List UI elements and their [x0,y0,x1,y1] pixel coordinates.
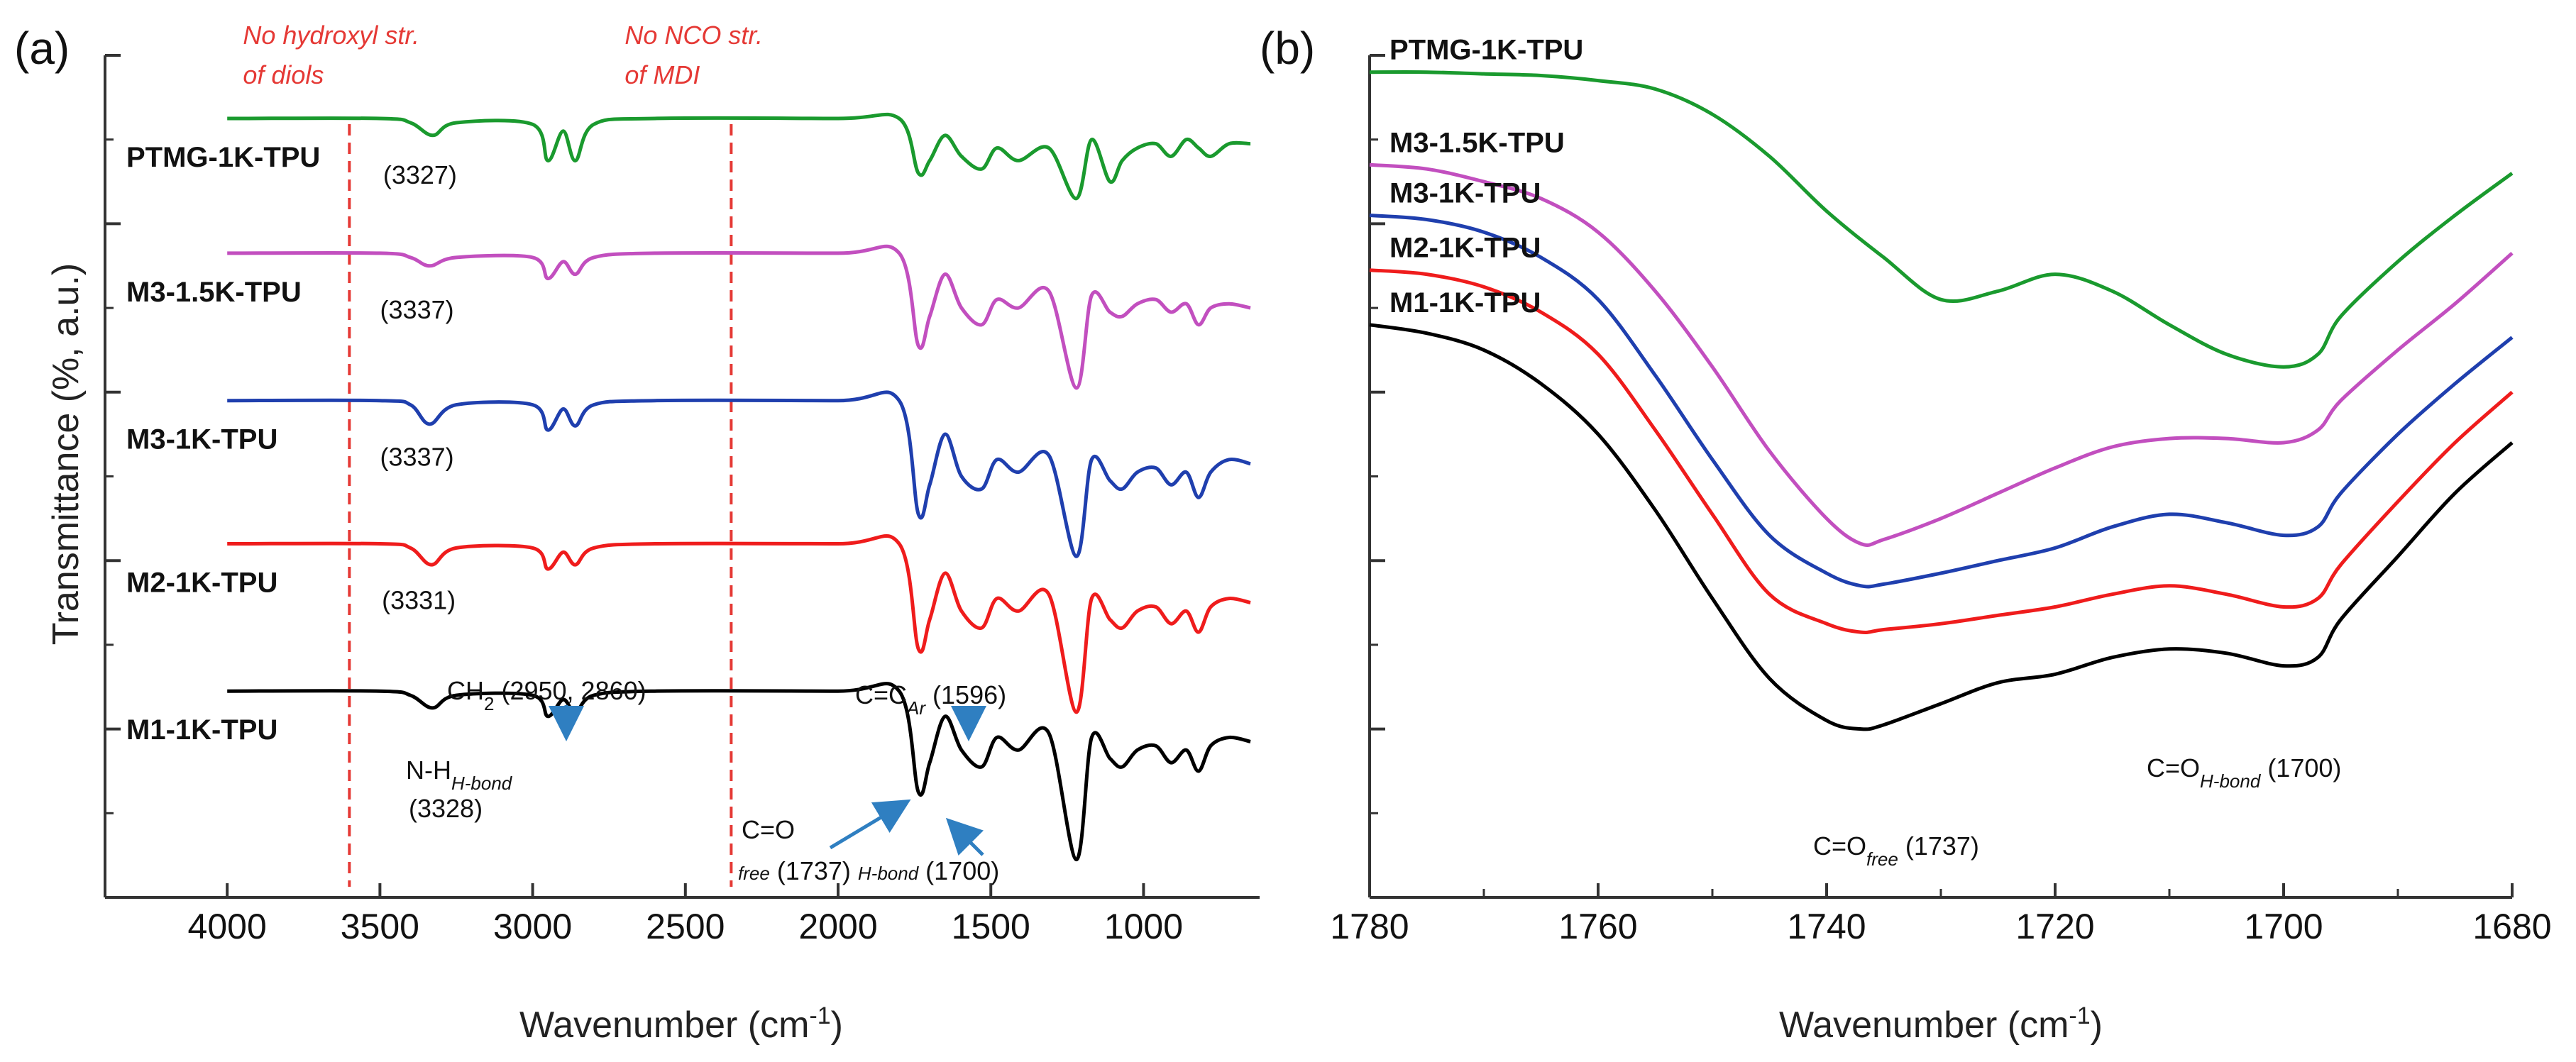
panel-a: (a) 4000 3500 3000 2500 2000 1500 1000 No hydr… [14,21,1260,1046]
series-label-M1-1K-TPU: M1-1K-TPU [126,714,277,746]
panel-a-label: (a) [14,23,70,74]
a-x-tick-label: 2500 [646,907,725,946]
panel-b-series [1369,70,2514,731]
peak-label-M2-1K-TPU: (3331) [382,585,456,614]
b-x-tick-label: 1780 [1330,907,1409,946]
peak-label-PTMG-1K-TPU: (3327) [383,160,457,189]
panel-a-y-ticks [105,54,121,899]
b-series-label-M1-1K-TPU: M1-1K-TPU [1389,287,1541,319]
a-x-tick-label: 3000 [493,907,572,946]
guide-label: of diols [243,60,324,89]
nh-annotation: N-HH-bond [406,756,513,794]
panel-b-x-title: Wavenumber (cm-1) [1779,1002,2103,1046]
guide-label: No hydroxyl str. [243,21,419,50]
b-series-line-PTMG-1K-TPU [1369,70,2514,369]
series-line-M3-1K-TPU [227,390,1251,558]
guide-label: of MDI [624,60,700,89]
b-series-line-M2-1K-TPU [1369,268,2514,634]
series-line-M1-1K-TPU [227,682,1251,862]
series-label-M3-1.5K-TPU: M3-1.5K-TPU [126,277,302,308]
series-line-PTMG-1K-TPU [227,112,1251,201]
b-x-tick-label: 1740 [1787,907,1866,946]
peak-label-M3-1.5K-TPU: (3337) [380,295,454,324]
b-series-label-M3-1K-TPU: M3-1K-TPU [1389,178,1541,209]
b-series-line-M3-1K-TPU [1369,214,2514,589]
series-line-M3-1.5K-TPU [227,244,1251,390]
ch2-annotation: CH2 (2950, 2860) [447,676,646,714]
b-series-label-M3-1.5K-TPU: M3-1.5K-TPU [1389,127,1565,158]
b-series-label-M2-1K-TPU: M2-1K-TPU [1389,233,1541,264]
co-free-arrow [829,799,911,850]
panel-a-series-labels: PTMG-1K-TPU (3327) M3-1.5K-TPU (3337) M3-1K-… [126,142,457,746]
guide-label: No NCO str. [624,21,763,50]
cc-annotation: C=CAr (1596) [855,680,1006,719]
b-series-line-M1-1K-TPU [1369,323,2514,731]
panel-a-series [227,112,1251,862]
nh-value: (3328) [409,794,483,823]
series-label-M3-1K-TPU: M3-1K-TPU [126,424,277,455]
panel-b-label: (b) [1260,23,1315,74]
b-x-tick-label: 1760 [1558,907,1637,946]
a-x-tick-label: 3500 [341,907,419,946]
b-x-tick-label: 1720 [2015,907,2094,946]
panel-a-y-title: Transmittance (%, a.u.) [45,263,87,645]
a-x-tick-label: 1000 [1104,907,1183,946]
series-line-M2-1K-TPU [227,534,1251,714]
a-x-tick-label: 2000 [798,907,877,946]
panel-b-x-ticks: 1780 1760 1740 1720 1700 1680 [1330,883,2552,946]
b-co-hbond-annotation: C=OH-bond (1700) [2147,753,2341,792]
panel-a-x-title: Wavenumber (cm-1) [519,1002,843,1046]
panel-a-guides: No hydroxyl str. of diols No NCO str. of MD… [243,21,763,887]
panel-a-x-ticks: 4000 3500 3000 2500 2000 1500 1000 [188,883,1183,946]
panel-b-y-ticks [1370,54,1385,899]
co-free-label: C=O [742,815,795,844]
a-x-tick-label: 4000 [188,907,267,946]
a-x-tick-label: 1500 [952,907,1030,946]
b-x-tick-label: 1700 [2244,907,2323,946]
b-series-line-M3-1.5K-TPU [1369,162,2514,547]
panel-b-series-labels: PTMG-1K-TPU M3-1.5K-TPU M3-1K-TPU M2-1K-TPU… [1389,35,1583,319]
b-series-label-PTMG-1K-TPU: PTMG-1K-TPU [1389,35,1583,66]
series-label-PTMG-1K-TPU: PTMG-1K-TPU [126,142,320,173]
panel-b: (b) 1780 1760 1740 1720 1700 1680 PTMG-1K-TPU… [1260,23,2552,1046]
co-annotation: free (1737) H-bond (1700) [738,856,999,885]
b-x-tick-label: 1680 [2472,907,2551,946]
b-co-free-annotation: C=Ofree (1737) [1813,831,1979,870]
peak-label-M3-1K-TPU: (3337) [380,443,454,472]
series-label-M2-1K-TPU: M2-1K-TPU [126,567,277,598]
co-hbond-arrow [945,817,984,856]
